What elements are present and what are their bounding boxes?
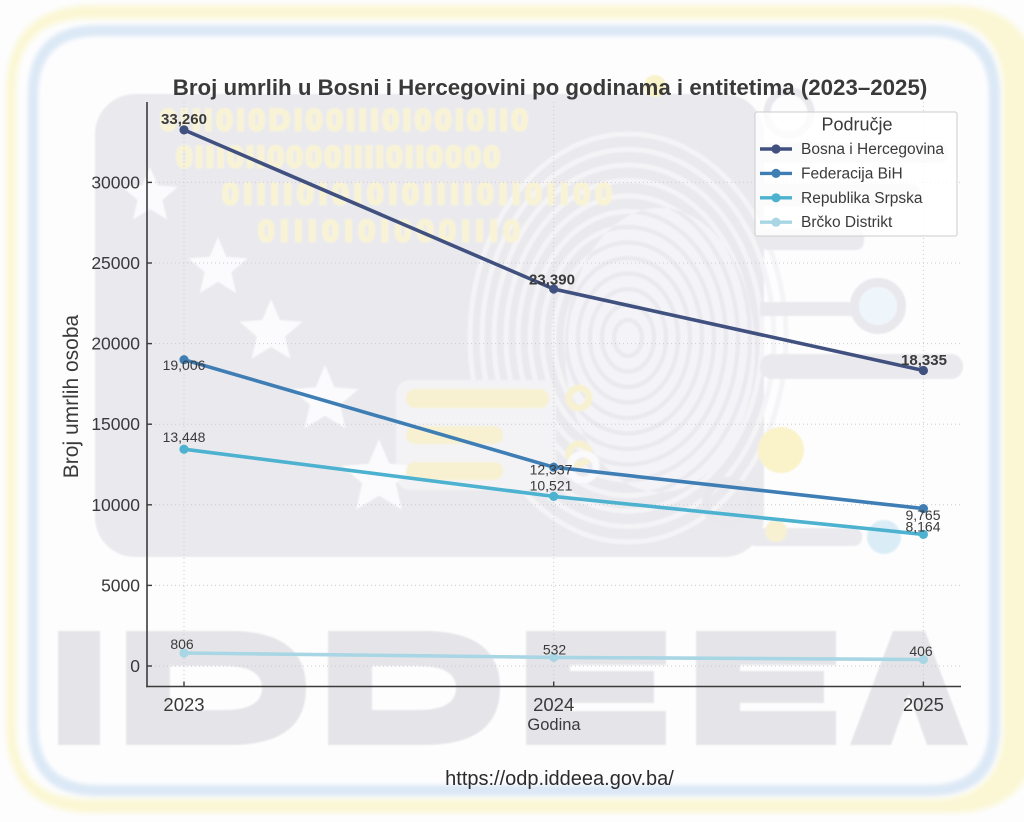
svg-text:https://odp.iddeea.gov.ba/: https://odp.iddeea.gov.ba/	[445, 768, 674, 790]
svg-text:Godina: Godina	[527, 716, 581, 734]
svg-text:Brčko Distrikt: Brčko Distrikt	[801, 214, 893, 231]
svg-text:10,521: 10,521	[530, 478, 573, 494]
svg-text:13,448: 13,448	[163, 429, 206, 445]
svg-text:19,006: 19,006	[163, 357, 206, 373]
svg-text:Federacija BiH: Federacija BiH	[801, 165, 903, 182]
svg-text:15000: 15000	[91, 414, 140, 434]
svg-text:Republika Srpska: Republika Srpska	[801, 190, 923, 207]
svg-text:9,765: 9,765	[905, 507, 940, 523]
svg-text:532: 532	[543, 642, 567, 658]
svg-text:30000: 30000	[91, 172, 140, 192]
svg-text:0III0II0000IIII0II0000: 0III0II0000IIII0II0000	[176, 141, 500, 174]
svg-text:2025: 2025	[903, 694, 944, 715]
svg-text:5000: 5000	[101, 575, 140, 595]
svg-text:2024: 2024	[533, 694, 574, 715]
svg-text:23,390: 23,390	[529, 272, 575, 289]
svg-text:18,335: 18,335	[901, 352, 947, 369]
svg-text:0: 0	[130, 656, 140, 676]
svg-text:2023: 2023	[163, 694, 204, 715]
svg-text:8,164: 8,164	[905, 519, 940, 535]
svg-text:806: 806	[170, 636, 194, 652]
svg-text:12,337: 12,337	[530, 462, 573, 478]
svg-text:Područje: Područje	[821, 115, 892, 135]
svg-text:Broj umrlih u Bosni i Hercegov: Broj umrlih u Bosni i Hercegovini po god…	[173, 75, 928, 100]
svg-text:Broj umrlih osoba: Broj umrlih osoba	[60, 314, 83, 478]
svg-text:Bosna i Hercegovina: Bosna i Hercegovina	[801, 141, 944, 158]
svg-text:10000: 10000	[91, 495, 140, 515]
svg-text:25000: 25000	[91, 253, 140, 273]
svg-text:33,260: 33,260	[161, 111, 207, 128]
svg-text:406: 406	[909, 643, 933, 659]
svg-text:20000: 20000	[91, 334, 140, 354]
svg-text:0IIII0I0I0I0IIII0II0II00: 0IIII0I0I0I0IIII0II0II00	[222, 178, 612, 211]
